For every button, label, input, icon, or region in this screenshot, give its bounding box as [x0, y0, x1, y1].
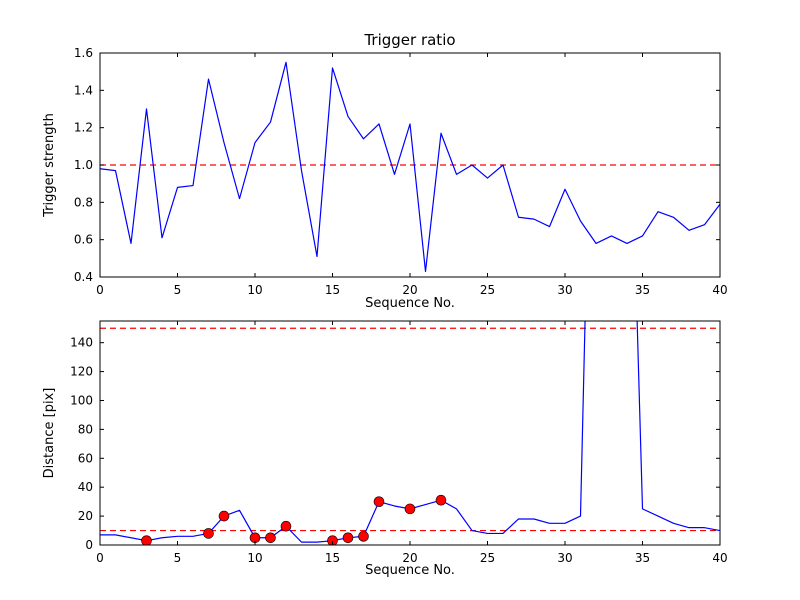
- svg-text:0.6: 0.6: [74, 233, 93, 247]
- svg-text:120: 120: [70, 365, 93, 379]
- svg-text:15: 15: [325, 283, 340, 297]
- svg-text:0.8: 0.8: [74, 195, 93, 209]
- svg-text:1.0: 1.0: [74, 158, 93, 172]
- svg-text:0.4: 0.4: [74, 270, 93, 284]
- svg-text:30: 30: [557, 551, 572, 565]
- svg-text:40: 40: [712, 283, 727, 297]
- svg-text:25: 25: [480, 551, 495, 565]
- svg-text:80: 80: [78, 422, 93, 436]
- svg-text:40: 40: [78, 480, 93, 494]
- svg-text:1.4: 1.4: [74, 83, 93, 97]
- svg-text:0: 0: [96, 551, 104, 565]
- svg-text:1.6: 1.6: [74, 46, 93, 60]
- svg-text:20: 20: [402, 551, 417, 565]
- svg-text:10: 10: [247, 551, 262, 565]
- svg-text:15: 15: [325, 551, 340, 565]
- svg-text:60: 60: [78, 451, 93, 465]
- svg-text:0: 0: [85, 538, 93, 552]
- svg-text:35: 35: [635, 283, 650, 297]
- chart-title: Trigger ratio: [364, 31, 456, 49]
- svg-text:10: 10: [247, 283, 262, 297]
- svg-text:40: 40: [712, 551, 727, 565]
- svg-text:140: 140: [70, 336, 93, 350]
- svg-text:5: 5: [174, 551, 182, 565]
- svg-text:20: 20: [78, 509, 93, 523]
- svg-text:1.2: 1.2: [74, 121, 93, 135]
- svg-text:35: 35: [635, 551, 650, 565]
- svg-text:0: 0: [96, 283, 104, 297]
- svg-text:100: 100: [70, 393, 93, 407]
- svg-text:20: 20: [402, 283, 417, 297]
- svg-text:25: 25: [480, 283, 495, 297]
- svg-text:5: 5: [174, 283, 182, 297]
- svg-text:30: 30: [557, 283, 572, 297]
